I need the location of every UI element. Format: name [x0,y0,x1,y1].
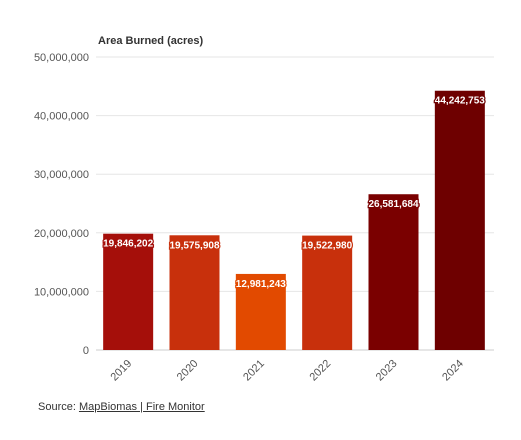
bar-2024 [434,90,485,351]
source-note: Source: MapBiomas | Fire Monitor [38,401,205,413]
data-label: 26,581,684 [368,199,418,210]
x-axis-ticks: 2019 2020 2021 2022 2023 2024 [108,358,465,384]
gridlines [96,56,494,351]
data-label: 19,846,202 [103,239,153,250]
bar-2019 [103,233,154,350]
bar-2023 [368,194,419,350]
source-link[interactable]: MapBiomas | Fire Monitor [78,401,205,413]
data-labels: 19,846,202 19,575,908 12,981,243 19,522,980… [102,94,487,291]
y-axis-ticks: 0 10,000,000 20,000,000 30,000,000 40,000,00… [34,52,89,357]
y-tick-label: 20,000,000 [34,228,89,240]
x-tick-label: 2022 [307,358,333,384]
x-tick-label: 2024 [440,358,466,384]
data-label: 19,575,908 [169,240,219,251]
bar-2022 [302,235,353,350]
x-tick-label: 2023 [374,358,400,384]
data-label: 19,522,980 [302,241,352,252]
y-tick-label: 50,000,000 [34,52,89,64]
y-tick-label: 30,000,000 [34,169,89,181]
source-prefix: Source: [38,401,79,413]
y-tick-label: 40,000,000 [34,111,89,123]
y-tick-label: 10,000,000 [34,286,89,298]
bars [103,90,485,351]
x-tick-label: 2019 [108,358,134,384]
chart-title: Area Burned (acres) [98,35,204,47]
data-label: 12,981,243 [236,279,286,290]
y-tick-label: 0 [83,345,89,357]
bar-chart: 0 10,000,000 20,000,000 30,000,000 40,000,00… [34,52,494,384]
bar-2020 [169,235,220,350]
bar-2021 [235,273,286,350]
x-tick-label: 2021 [241,358,267,384]
x-tick-label: 2020 [175,358,201,384]
data-label: 44,242,753 [435,96,485,107]
